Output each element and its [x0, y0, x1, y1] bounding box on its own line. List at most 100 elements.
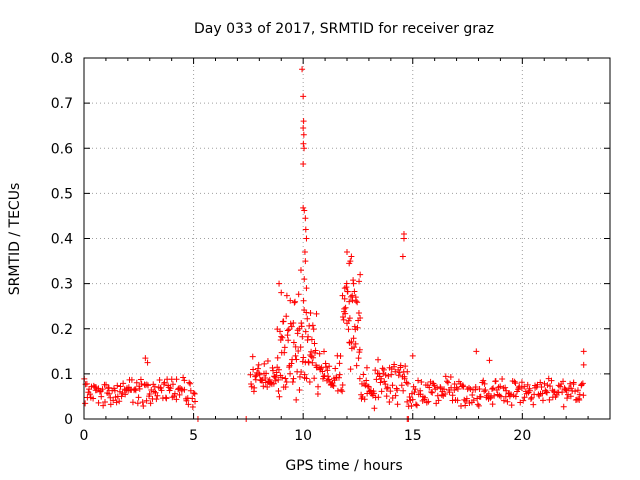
data-point: [352, 340, 359, 347]
data-point: [447, 374, 454, 381]
data-point: [280, 318, 287, 325]
data-point: [548, 377, 555, 384]
data-point: [487, 395, 494, 402]
data-point: [499, 376, 506, 383]
data-points: [81, 66, 587, 422]
data-point: [568, 385, 575, 392]
data-point: [289, 378, 296, 385]
data-point: [116, 388, 123, 395]
data-point: [107, 401, 114, 408]
data-point: [404, 368, 411, 375]
data-point: [454, 385, 461, 392]
data-point: [326, 363, 333, 370]
data-point: [379, 365, 386, 372]
data-point: [361, 381, 368, 388]
data-point: [99, 386, 106, 393]
data-point: [299, 358, 306, 365]
data-point: [285, 337, 292, 344]
data-point: [101, 399, 108, 406]
data-point: [463, 395, 470, 402]
data-point: [350, 280, 357, 287]
data-point: [486, 357, 493, 364]
data-point: [480, 377, 487, 384]
data-point: [520, 397, 527, 404]
data-point: [576, 391, 583, 398]
data-point: [570, 379, 577, 386]
data-point: [460, 383, 467, 390]
data-point: [481, 380, 488, 387]
data-point: [489, 386, 496, 393]
data-point: [316, 350, 323, 357]
data-point: [446, 389, 453, 396]
data-point: [451, 380, 458, 387]
data-point: [357, 271, 364, 278]
data-point: [287, 297, 294, 304]
data-point: [82, 400, 89, 407]
data-point: [247, 371, 254, 378]
data-point: [354, 324, 361, 331]
data-point: [120, 380, 127, 387]
data-point: [530, 401, 537, 408]
data-point: [485, 390, 492, 397]
data-point: [292, 352, 299, 359]
data-point: [437, 385, 444, 392]
data-point: [183, 397, 190, 404]
data-point: [264, 384, 271, 391]
data-point: [302, 226, 309, 233]
data-point: [551, 388, 558, 395]
data-point: [301, 276, 308, 283]
data-point: [576, 396, 583, 403]
data-point: [384, 384, 391, 391]
data-point: [438, 392, 445, 399]
data-point: [143, 397, 150, 404]
data-point: [304, 315, 311, 322]
data-point: [345, 317, 352, 324]
data-point: [469, 392, 476, 399]
data-point: [313, 310, 320, 317]
data-point: [297, 344, 304, 351]
data-point: [389, 382, 396, 389]
data-point: [291, 299, 298, 306]
data-point: [442, 373, 449, 380]
data-point: [274, 354, 281, 361]
data-point: [288, 360, 295, 367]
data-point: [276, 328, 283, 335]
data-point: [296, 387, 303, 394]
data-point: [425, 398, 432, 405]
data-point: [262, 375, 269, 382]
data-point: [285, 326, 292, 333]
data-point: [562, 386, 569, 393]
data-point: [354, 299, 361, 306]
data-point: [300, 118, 307, 125]
y-tick-label: 0.8: [51, 51, 73, 67]
data-point: [301, 145, 308, 152]
data-point: [543, 388, 550, 395]
data-point: [248, 383, 255, 390]
data-point: [365, 383, 372, 390]
data-point: [412, 386, 419, 393]
data-point: [453, 384, 460, 391]
data-point: [467, 386, 474, 393]
data-point: [308, 336, 315, 343]
data-point: [192, 398, 199, 405]
data-point: [250, 366, 257, 373]
data-point: [409, 396, 416, 403]
data-point: [305, 333, 312, 340]
data-point: [298, 323, 305, 330]
data-point: [382, 381, 389, 388]
data-point: [375, 394, 382, 401]
data-point: [441, 386, 448, 393]
data-point: [122, 391, 129, 398]
data-point: [442, 390, 449, 397]
data-point: [169, 381, 176, 388]
data-point: [117, 383, 124, 390]
data-point: [301, 371, 308, 378]
data-point: [170, 393, 177, 400]
data-point: [473, 348, 480, 355]
data-point: [462, 402, 469, 409]
data-point: [559, 389, 566, 396]
data-point: [360, 371, 367, 378]
data-point: [472, 383, 479, 390]
data-point: [160, 381, 167, 388]
